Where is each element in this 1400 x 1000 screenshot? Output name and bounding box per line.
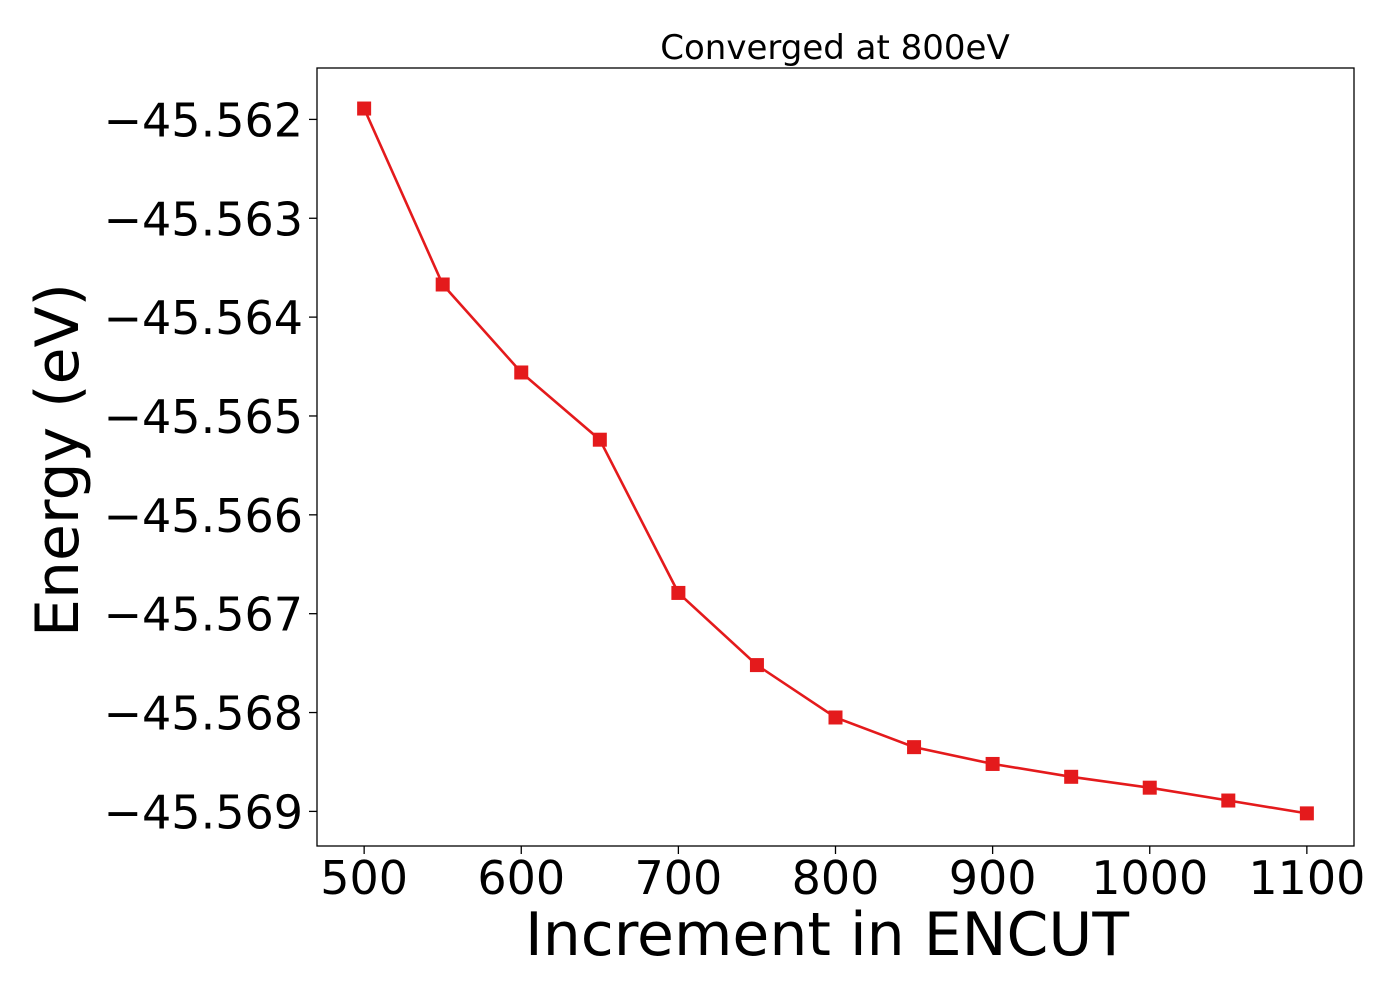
data-point-marker	[1299, 806, 1314, 821]
y-tick-label: −45.563	[104, 192, 304, 246]
x-tick-label: 500	[320, 851, 408, 905]
y-tick-label: −45.565	[104, 390, 304, 444]
x-tick-label: 900	[949, 851, 1037, 905]
series-layer	[357, 101, 1314, 821]
chart-title: Converged at 800eV	[660, 28, 1009, 68]
plot-area	[316, 67, 1355, 847]
y-tick-label: −45.562	[104, 93, 304, 147]
y-tick-label: −45.567	[104, 588, 304, 642]
y-axis: −45.562 −45.563 −45.564 −45.565 −45.566 −45.5…	[104, 93, 317, 839]
data-point-marker	[985, 756, 1000, 771]
x-tick-label: 700	[634, 851, 722, 905]
data-point-marker	[828, 710, 843, 725]
data-point-marker	[671, 585, 686, 600]
y-tick-label: −45.566	[104, 489, 304, 543]
y-tick-label: −45.564	[104, 291, 304, 345]
x-tick-label: 1000	[1091, 851, 1208, 905]
y-tick-label: −45.569	[104, 785, 304, 839]
x-axis: 500 600 700 800 900 1000 1100	[320, 846, 1365, 905]
data-point-marker	[514, 365, 529, 380]
data-point-marker	[1064, 769, 1079, 784]
y-tick-label: −45.568	[104, 687, 304, 741]
data-point-marker	[1221, 793, 1236, 808]
x-tick-label: 1100	[1248, 851, 1365, 905]
data-point-marker	[357, 101, 372, 116]
y-axis-label: Energy (eV)	[23, 283, 93, 637]
data-point-marker	[907, 740, 922, 755]
x-tick-label: 800	[792, 851, 880, 905]
data-point-marker	[592, 432, 607, 447]
data-point-marker	[749, 658, 764, 673]
data-point-marker	[435, 277, 450, 292]
x-axis-label: Increment in ENCUT	[525, 900, 1129, 970]
x-tick-label: 600	[477, 851, 565, 905]
data-point-marker	[1142, 780, 1157, 795]
